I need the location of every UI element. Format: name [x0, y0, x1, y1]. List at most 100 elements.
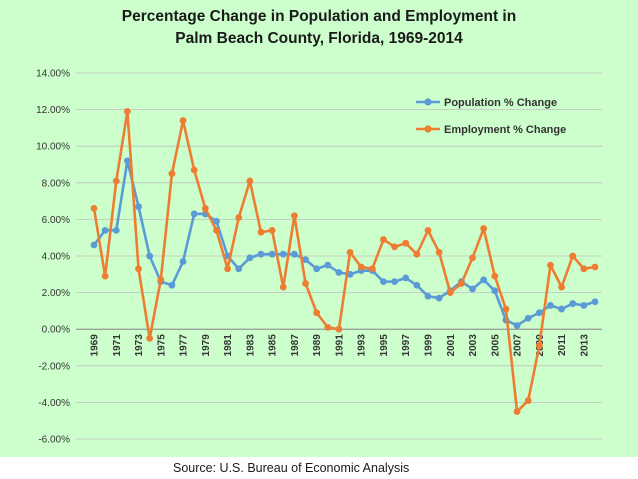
data-point [324, 323, 332, 331]
x-tick-label: 1995 [379, 334, 390, 357]
data-point [146, 252, 154, 260]
data-point [480, 276, 488, 284]
data-point [580, 265, 588, 273]
data-point [313, 309, 321, 317]
data-point [368, 265, 376, 273]
x-tick-label: 1975 [156, 334, 167, 357]
legend-swatch-marker [424, 125, 432, 133]
data-point [591, 263, 599, 271]
x-tick-label: 1999 [424, 334, 435, 357]
series-line-employment [92, 110, 596, 413]
data-point [469, 285, 476, 293]
data-point [491, 287, 499, 295]
data-point [246, 254, 254, 262]
data-point [357, 263, 365, 271]
data-point [112, 226, 120, 234]
data-point [524, 397, 532, 404]
data-point [168, 170, 176, 178]
data-point [101, 272, 109, 280]
data-point [157, 276, 165, 284]
data-point [257, 228, 265, 236]
legend-entry: Population % Change [444, 97, 557, 109]
data-point [402, 239, 410, 247]
data-point [569, 252, 577, 260]
data-point [469, 254, 476, 262]
data-point [291, 212, 298, 220]
data-point [580, 302, 588, 309]
source-text: Source: U.S. Bureau of Economic Analysis [173, 461, 410, 475]
data-point [213, 217, 220, 225]
x-tick-label: 2003 [468, 334, 479, 357]
data-point [391, 243, 398, 251]
data-point [235, 214, 243, 221]
y-tick-label: 10.00% [36, 142, 70, 153]
data-point [124, 157, 131, 165]
data-point [480, 225, 488, 232]
data-point [224, 265, 232, 273]
data-point [535, 342, 543, 350]
data-point [124, 108, 131, 115]
data-point [246, 177, 254, 185]
data-point [268, 250, 276, 258]
data-point [213, 226, 220, 234]
data-point [257, 250, 265, 258]
x-tick-label: 2011 [557, 334, 568, 356]
data-point [201, 205, 209, 212]
y-tick-label: 4.00% [42, 252, 70, 263]
data-point [135, 203, 142, 210]
data-point [413, 281, 421, 289]
data-point [291, 250, 298, 258]
data-point [558, 283, 565, 291]
series-line-population [92, 159, 596, 327]
x-tick-label: 1989 [312, 334, 323, 357]
x-tick-label: 1991 [334, 334, 345, 357]
data-point [535, 309, 543, 317]
data-point [90, 205, 98, 212]
y-tick-label: 8.00% [42, 178, 70, 189]
data-point [569, 300, 577, 307]
x-tick-label: 2001 [446, 334, 457, 357]
x-tick-label: 1981 [223, 334, 234, 357]
x-tick-label: 1987 [290, 334, 301, 357]
legend-entry: Employment % Change [444, 124, 566, 136]
x-tick-label: 1977 [179, 334, 190, 357]
data-point [168, 281, 176, 289]
data-point [380, 236, 387, 243]
y-tick-label: -6.00% [38, 435, 70, 446]
data-point [524, 314, 532, 322]
data-point [302, 256, 309, 264]
data-point [335, 325, 343, 333]
data-point [190, 210, 198, 218]
data-point [179, 117, 187, 124]
y-tick-label: -4.00% [38, 398, 70, 409]
data-point [424, 292, 432, 300]
data-point [391, 278, 398, 286]
data-point [502, 305, 510, 313]
data-point [424, 226, 432, 234]
x-tick-label: 1969 [90, 334, 101, 357]
chart-title-line-1: Percentage Change in Population and Empl… [121, 8, 517, 25]
data-point [313, 265, 321, 273]
source-note: Source: U.S. Bureau of Economic Analysis [0, 457, 638, 479]
y-tick-label: -2.00% [38, 361, 70, 372]
data-point [324, 261, 332, 269]
data-point [458, 280, 465, 287]
data-point [335, 269, 343, 276]
data-point [346, 248, 354, 256]
data-point [302, 280, 309, 287]
data-point [513, 408, 521, 415]
data-point [279, 250, 287, 258]
data-point [380, 278, 387, 286]
y-tick-label: 0.00% [42, 325, 70, 336]
x-tick-label: 1997 [401, 334, 412, 357]
data-point [235, 265, 243, 273]
x-tick-label: 1973 [134, 334, 145, 357]
data-point [402, 274, 410, 282]
x-tick-label: 1985 [268, 334, 279, 357]
y-tick-label: 2.00% [42, 288, 70, 299]
data-point [446, 289, 454, 296]
data-point [547, 302, 554, 309]
data-point [513, 322, 521, 329]
